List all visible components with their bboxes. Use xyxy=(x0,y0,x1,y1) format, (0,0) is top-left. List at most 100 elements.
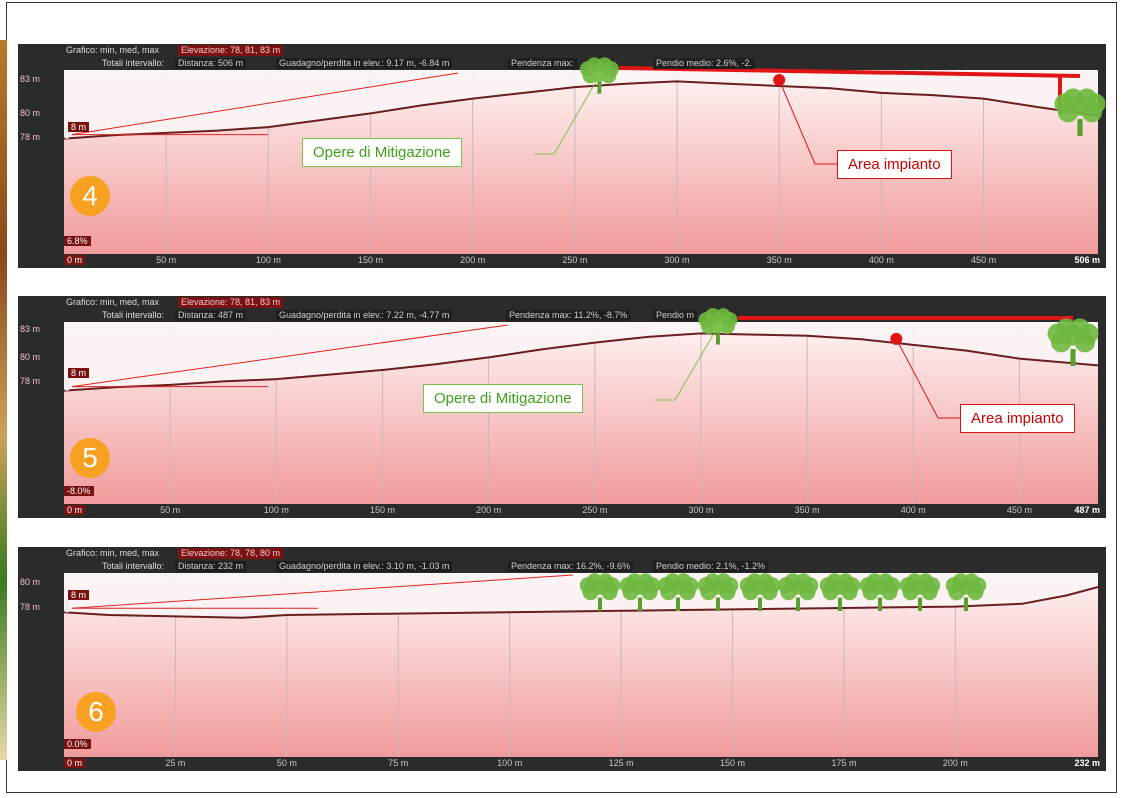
slope-mean-summary: Pendio m xyxy=(653,310,698,321)
elevation-summary: Elevazione: 78, 81, 83 m xyxy=(178,297,284,308)
map-edge-strip xyxy=(0,40,7,760)
x-tick: 400 m xyxy=(900,505,926,515)
x-tick: 200 m xyxy=(460,255,486,265)
totals-label: Totali intervallo: xyxy=(102,561,165,571)
observer-marker xyxy=(65,600,69,613)
tree-icon xyxy=(819,573,861,611)
y-tick: 80 m xyxy=(20,108,41,118)
distance-summary: Distanza: 232 m xyxy=(175,561,247,572)
tree-icon xyxy=(899,573,941,611)
cursor-slope-tag: 6.8% xyxy=(64,236,91,246)
x-end-label: 506 m xyxy=(1074,255,1100,265)
x-tick: 175 m xyxy=(831,758,857,768)
x-end-label: 232 m xyxy=(1074,758,1100,768)
x-tick: 450 m xyxy=(971,255,997,265)
x-tick: 200 m xyxy=(476,505,502,515)
observer-marker xyxy=(65,126,69,139)
observer-marker xyxy=(65,378,69,391)
slope-max-summary: Pendenza max: 16.2%, -9.6% xyxy=(508,561,634,572)
cursor-elevation-tag: 8 m xyxy=(68,122,90,132)
elevation-profile-line xyxy=(63,586,1099,619)
y-tick: 78 m xyxy=(20,132,41,142)
gain-loss-summary: Guadagno/perdita in elev.: 9.17 m, -6.84… xyxy=(276,58,453,69)
mitigation-leader xyxy=(534,75,600,155)
x-tick: 250 m xyxy=(562,255,588,265)
tree-icon xyxy=(777,573,819,611)
plant-area-label: Area impianto xyxy=(837,150,952,179)
x-tick: 350 m xyxy=(766,255,792,265)
distance-summary: Distanza: 506 m xyxy=(175,58,247,69)
y-tick: 78 m xyxy=(20,602,41,612)
plant-area-leader xyxy=(895,338,960,419)
tree-icon xyxy=(619,573,661,611)
chart-label: Grafico: min, med, max xyxy=(66,297,160,307)
x-tick: 150 m xyxy=(358,255,384,265)
mitigation-label: Opere di Mitigazione xyxy=(302,138,462,167)
tree-icon xyxy=(1054,88,1106,136)
section-badge: 5 xyxy=(70,438,110,478)
sightline xyxy=(71,574,574,609)
tree-icon xyxy=(697,573,739,611)
cursor-slope-tag: 0.0% xyxy=(64,739,91,749)
x-tick: 450 m xyxy=(1006,505,1032,515)
profile-chart-svg xyxy=(18,573,1106,771)
y-tick: 83 m xyxy=(20,324,41,334)
plant-area-bar xyxy=(619,66,1081,78)
cursor-elevation-tag: 8 m xyxy=(68,368,90,378)
sightline xyxy=(71,72,459,136)
y-tick: 83 m xyxy=(20,74,41,84)
x-tick: 50 m xyxy=(156,255,177,265)
x-tick: 150 m xyxy=(369,505,395,515)
chart-label: Grafico: min, med, max xyxy=(66,548,160,558)
section-badge: 6 xyxy=(76,692,116,732)
x-start-label: 0 m xyxy=(64,758,86,768)
sky-area xyxy=(64,70,1098,139)
tree-icon xyxy=(579,57,619,94)
tree-icon xyxy=(739,573,781,611)
x-tick: 125 m xyxy=(608,758,634,768)
x-tick: 350 m xyxy=(794,505,820,515)
profile-chart-svg xyxy=(18,308,1106,518)
x-tick: 150 m xyxy=(720,758,746,768)
totals-label: Totali intervallo: xyxy=(102,58,165,68)
sightline xyxy=(71,324,509,388)
x-tick: 75 m xyxy=(388,758,409,768)
mitigation-marker xyxy=(711,320,724,333)
tree-icon xyxy=(698,308,738,345)
x-tick: 25 m xyxy=(165,758,186,768)
elevation-profile-line xyxy=(63,332,1099,392)
x-tick: 400 m xyxy=(868,255,894,265)
distance-summary: Distanza: 487 m xyxy=(175,310,247,321)
x-tick: 50 m xyxy=(160,505,181,515)
x-start-label: 0 m xyxy=(64,505,86,515)
sky-area xyxy=(64,322,1098,391)
elevation-summary: Elevazione: 78, 78, 80 m xyxy=(178,548,284,559)
x-tick: 300 m xyxy=(688,505,714,515)
slope-mean-summary: Pendio medio: 2.1%, -1.2% xyxy=(653,561,769,572)
y-tick: 80 m xyxy=(20,352,41,362)
x-end-label: 487 m xyxy=(1074,505,1100,515)
y-tick: 80 m xyxy=(20,577,41,587)
slope-max-summary: Pendenza max: 11.2%, -8.7% xyxy=(506,310,631,321)
mitigation-label: Opere di Mitigazione xyxy=(423,384,583,413)
elevation-summary: Elevazione: 78, 81, 83 m xyxy=(178,45,284,56)
plant-area-leader xyxy=(778,79,837,165)
tree-icon xyxy=(579,573,621,611)
plant-area-label: Area impianto xyxy=(960,404,1075,433)
x-start-label: 0 m xyxy=(64,255,86,265)
x-tick: 50 m xyxy=(276,758,297,768)
tree-icon xyxy=(1047,318,1099,366)
slope-mean-summary: Pendio medio: 2.6%, -2. xyxy=(653,58,756,69)
y-tick: 78 m xyxy=(20,376,41,386)
cursor-elevation-tag: 8 m xyxy=(68,590,90,600)
tree-icon xyxy=(859,573,901,611)
x-tick: 300 m xyxy=(664,255,690,265)
profile-panel-4: Grafico: min, med, max Elevazione: 78, 8… xyxy=(18,44,1106,268)
elevation-profile-line xyxy=(63,80,1099,140)
profile-panel-6: Grafico: min, med, max Elevazione: 78, 7… xyxy=(18,547,1106,771)
totals-label: Totali intervallo: xyxy=(102,310,165,320)
x-tick: 200 m xyxy=(942,758,968,768)
profile-panel-5: Grafico: min, med, max Elevazione: 78, 8… xyxy=(18,296,1106,518)
section-badge: 4 xyxy=(70,176,110,216)
gain-loss-summary: Guadagno/perdita in elev.: 7.22 m, -4.77… xyxy=(276,310,453,321)
